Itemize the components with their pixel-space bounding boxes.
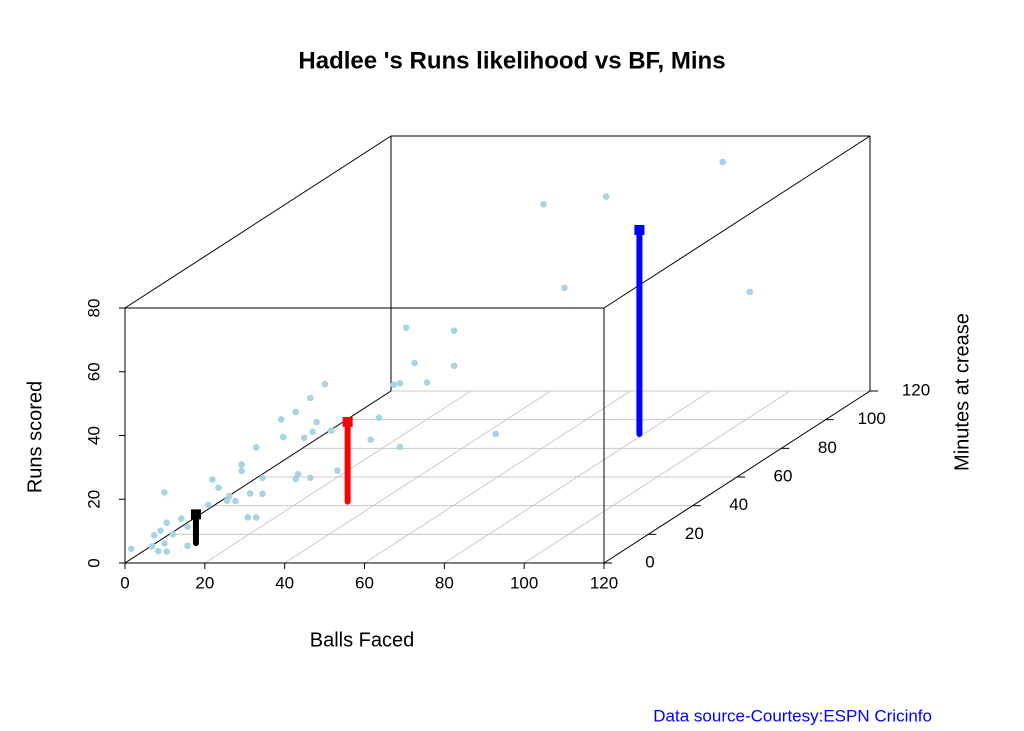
chart-title: Hadlee 's Runs likelihood vs BF, Mins: [298, 47, 725, 74]
data-point: [561, 284, 568, 292]
data-point: [184, 542, 191, 550]
data-point: [321, 380, 329, 388]
z-tick-label: 20: [685, 524, 704, 543]
x-tick-label: 120: [590, 573, 618, 592]
data-point: [259, 474, 266, 482]
data-point: [163, 519, 170, 527]
data-point: [540, 201, 547, 208]
data-point: [746, 288, 754, 296]
z-tick-label: 80: [818, 438, 837, 457]
data-point: [294, 470, 302, 478]
data-point: [292, 408, 300, 416]
data-point: [492, 430, 500, 438]
data-point: [334, 467, 341, 474]
data-point: [232, 497, 239, 505]
z-tick-label: 100: [857, 409, 885, 428]
data-point: [375, 414, 383, 422]
data-point: [309, 428, 316, 436]
data-point: [238, 461, 245, 468]
range-top: [342, 416, 353, 427]
x-tick-label: 0: [120, 573, 129, 592]
z-tick-label: 120: [902, 380, 930, 399]
x-tick-label: 60: [355, 573, 374, 592]
data-point: [390, 381, 398, 389]
z-tick-label: 0: [645, 552, 654, 571]
data-point: [178, 515, 185, 522]
source-note: Data source-Courtesy:ESPN Cricinfo: [653, 706, 932, 725]
data-point: [307, 394, 314, 402]
z-tick-label: 40: [729, 495, 748, 514]
z-tick-label: 60: [774, 466, 793, 485]
data-point: [209, 476, 216, 483]
x-tick-label: 100: [510, 573, 538, 592]
y-tick-label: 60: [84, 362, 103, 381]
data-point: [367, 436, 374, 443]
data-point: [154, 547, 162, 555]
y-tick-label: 80: [84, 299, 103, 318]
data-point: [127, 545, 135, 553]
z-axis-label: Minutes at crease: [951, 313, 973, 471]
y-tick-label: 20: [84, 490, 103, 509]
y-axis-label: Runs scored: [24, 381, 46, 493]
range-top: [190, 509, 201, 520]
data-point: [300, 434, 308, 442]
box-edge: [124, 135, 392, 309]
data-point: [450, 327, 458, 334]
data-point: [163, 548, 170, 555]
x-tick-label: 40: [275, 573, 294, 592]
data-point: [277, 416, 285, 423]
data-point: [238, 467, 245, 475]
data-point: [169, 530, 177, 538]
data-point: [150, 531, 158, 539]
data-point: [396, 443, 404, 451]
y-tick-label: 0: [84, 558, 103, 567]
data-point: [602, 193, 610, 200]
data-point: [252, 514, 260, 521]
data-point: [307, 474, 314, 482]
data-point: [161, 540, 168, 547]
x-tick-label: 80: [435, 573, 454, 592]
x-tick-label: 20: [195, 573, 214, 592]
range-top: [634, 224, 645, 235]
data-point: [244, 513, 252, 521]
data-point: [259, 490, 266, 498]
data-point: [252, 444, 260, 451]
data-point: [396, 379, 404, 387]
data-point: [327, 427, 335, 434]
data-point: [402, 324, 410, 331]
data-point: [205, 501, 212, 509]
data-point: [450, 362, 458, 370]
data-point: [161, 489, 168, 496]
data-point: [246, 490, 254, 497]
data-point: [225, 492, 233, 500]
data-point: [280, 433, 287, 441]
data-point: [148, 542, 156, 550]
data-point: [184, 523, 191, 530]
data-point: [313, 418, 320, 426]
x-axis-label: Balls Faced: [310, 629, 415, 651]
data-point: [423, 379, 431, 386]
data-point: [215, 484, 222, 491]
y-tick-label: 40: [84, 426, 103, 445]
data-point: [157, 527, 164, 534]
data-point: [411, 359, 418, 367]
data-point: [719, 158, 727, 166]
box-edge: [603, 135, 871, 309]
